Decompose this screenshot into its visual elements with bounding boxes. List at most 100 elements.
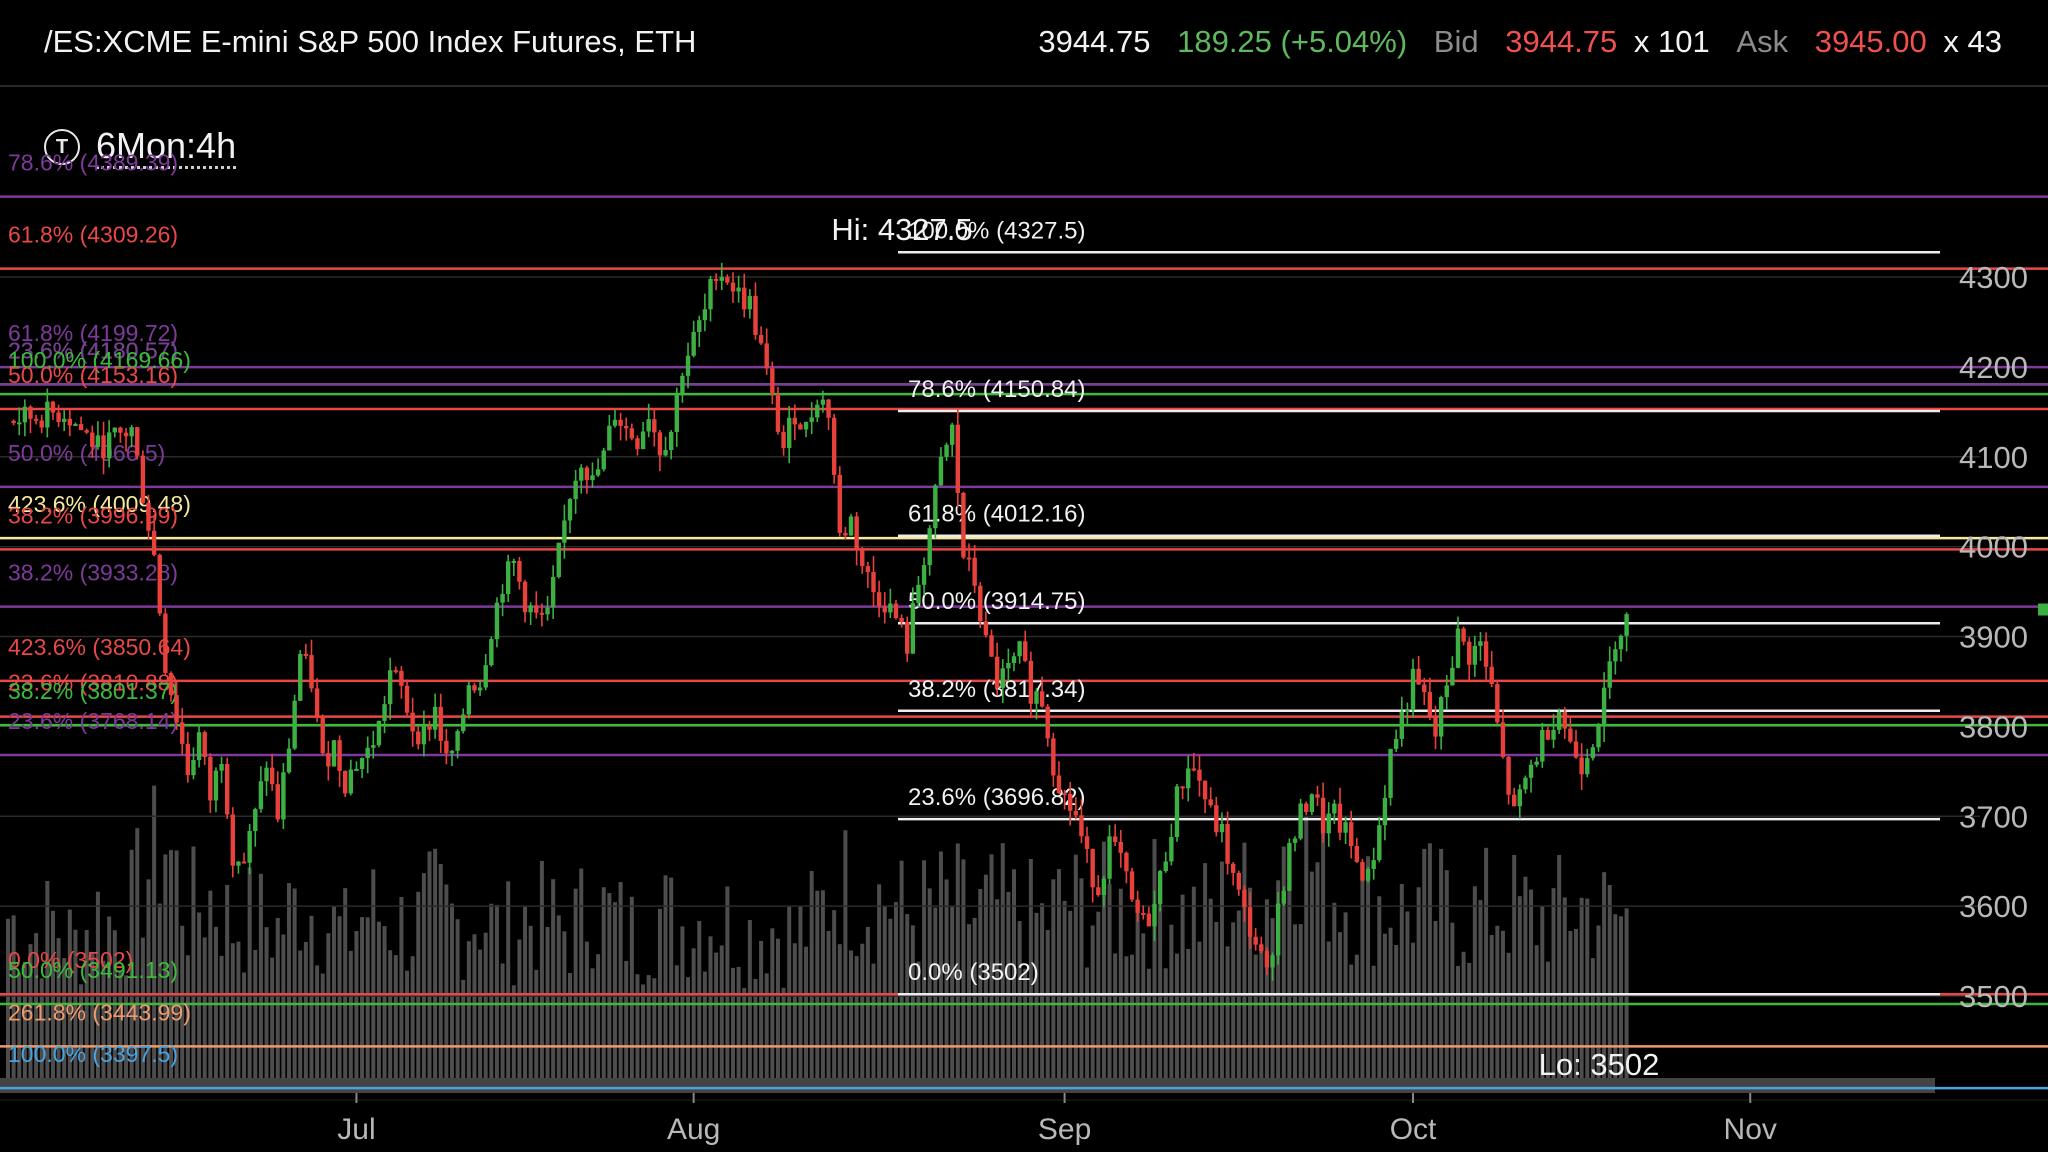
candle-body [1230,863,1236,873]
candle-body [786,417,792,449]
volume-bar [708,936,713,1093]
fib-label-left: 38.2% (3801.37) [8,678,178,704]
candle-body [708,278,713,310]
candle-body [1006,663,1011,669]
candle-body [1618,635,1624,650]
candle-body [624,425,629,429]
candle-body [1045,706,1050,739]
volume-bar [983,874,988,1093]
volume-bar [416,891,421,1093]
candle-body [1242,889,1247,908]
volume-bar [618,882,623,1093]
candle-body [230,814,236,866]
symbol-title[interactable]: /ES:XCME E-mini S&P 500 Index Futures, E… [44,24,697,59]
candle-body [989,635,994,657]
candle-body [893,603,899,618]
candle-body [1236,872,1242,890]
candle-body [247,831,252,863]
candle-body [1433,716,1438,737]
candle-body [1556,711,1562,730]
fib-label-left: 78.6% (4389.39) [8,150,178,176]
volume-bar [1225,946,1230,1093]
candle-body [1427,692,1433,717]
volume-bar [230,943,235,1093]
volume-bar [478,949,483,1093]
x-tick-label: Sep [1038,1113,1091,1146]
volume-bar [1343,912,1348,1093]
volume-bar [691,948,696,1093]
volume-bar [174,850,179,1093]
volume-bar [1399,884,1404,1093]
y-tick-label: 4200 [1959,350,2028,385]
fib-label-left: 38.2% (3996.99) [8,502,178,528]
volume-bar [815,890,820,1093]
y-tick-label: 3500 [1959,979,2028,1014]
volume-bar [472,934,477,1093]
candle-body [1388,748,1393,798]
candle-body [719,276,724,281]
volume-bar [1416,887,1421,1093]
candle-body [1152,903,1157,927]
candle-body [1500,722,1506,757]
candle-body [1596,726,1601,748]
volume-bar [247,867,252,1093]
candle-body [534,605,539,613]
candle-body [1141,912,1146,915]
candle-body [848,516,854,536]
candle-body [56,412,61,422]
fib-label-left: 61.8% (4309.26) [8,222,178,248]
candle-body [1365,868,1371,881]
timeframe-selector[interactable]: T 6Mon:4h [44,125,237,169]
volume-bar [163,854,168,1093]
volume-bar [79,984,84,1093]
candle-body [472,685,477,691]
volume-bar [242,972,247,1093]
volume-bar [551,879,556,1093]
hi-label: Hi: 4327.5 [831,212,972,247]
y-tick-label: 3700 [1959,799,2028,834]
quote-header: /ES:XCME E-mini S&P 500 Index Futures, E… [0,0,2048,87]
volume-bar [1169,924,1174,1093]
volume-bar [393,955,398,1093]
price-change: 189.25 (+5.04%) [1177,24,1408,59]
volume-bar [702,971,707,1093]
volume-bar [1242,842,1247,1093]
candle-body [62,418,67,422]
volume-bar [798,905,803,1093]
candle-body [854,516,859,550]
candle-body [1146,913,1152,927]
volume-bar [573,888,578,1093]
candle-body [1551,729,1556,740]
volume-bar [1326,941,1331,1093]
volume-bar [669,877,674,1093]
volume-bar [427,851,432,1093]
candle-body [50,401,56,413]
volume-bar [674,965,679,1093]
candle-body [438,706,443,741]
volume-bar [1051,879,1056,1093]
volume-bar [820,890,825,1093]
candle-body [483,665,488,688]
volume-bar [1287,863,1292,1093]
candle-body [1349,822,1354,847]
candle-body [522,581,528,613]
volume-bar [1219,861,1224,1093]
volume-bar [1248,887,1253,1093]
volume-bar [1484,847,1489,1093]
candle-body [865,566,871,573]
candle-body [269,767,275,785]
fib-label-left: 23.6% (4180.57) [8,337,178,363]
volume-bar [1506,952,1511,1093]
candle-body [1438,697,1444,737]
candle-body [1444,685,1449,698]
candle-body [1343,822,1348,833]
volume-bar [1450,922,1455,1093]
volume-bar [455,919,460,1093]
timeframe-label[interactable]: 6Mon:4h [96,125,237,169]
volume-bar [1270,918,1275,1093]
candle-body [1197,769,1202,781]
candle-body [1039,691,1045,707]
volume-bar [444,884,449,1093]
fib-label-left: 61.8% (4199.72) [8,320,178,346]
